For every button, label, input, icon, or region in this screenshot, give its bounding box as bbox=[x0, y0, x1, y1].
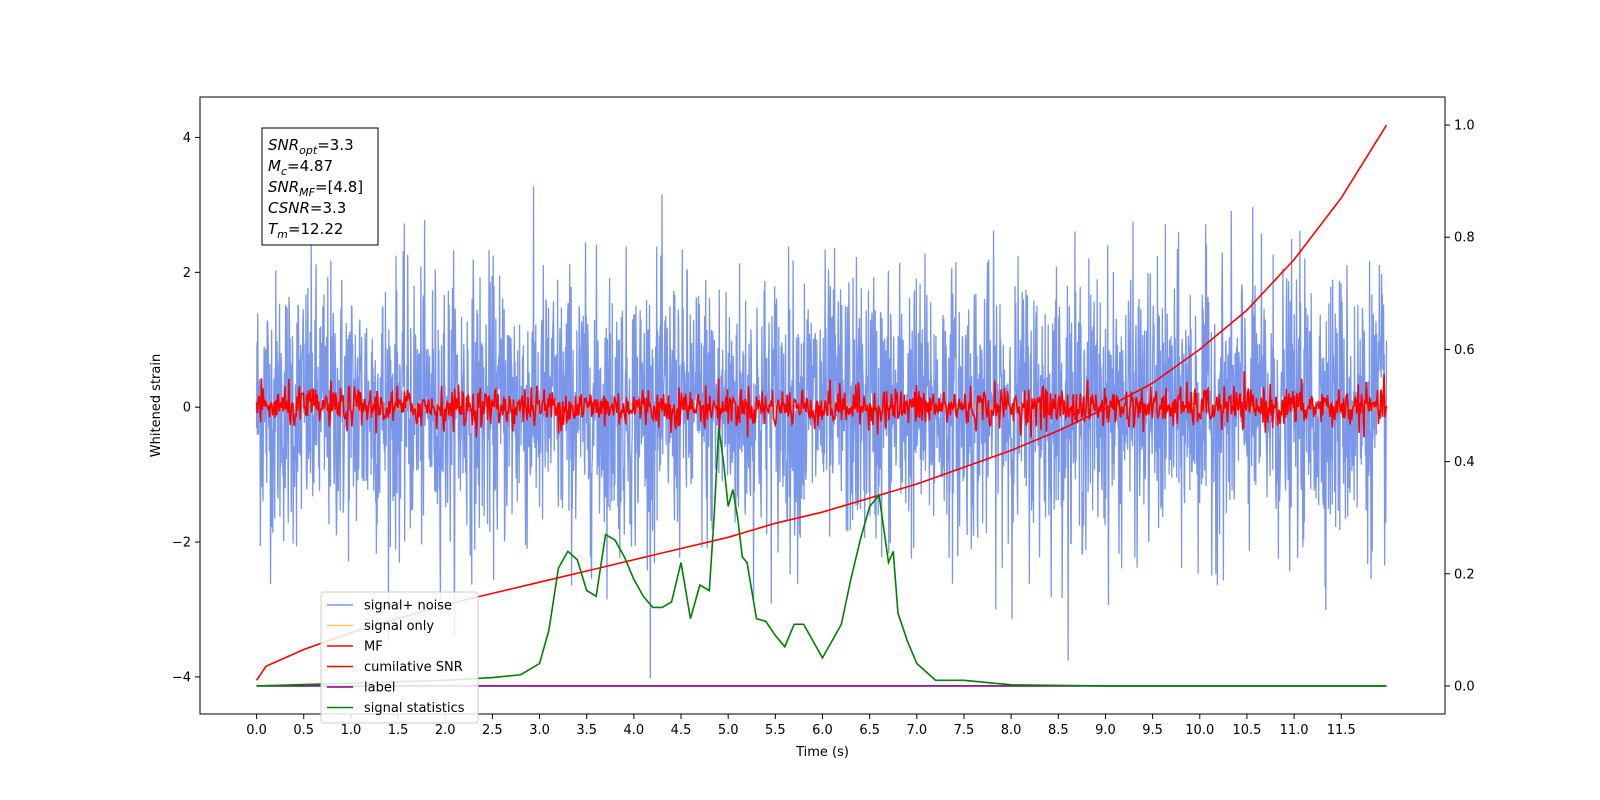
annotation-subscript: opt bbox=[299, 144, 318, 157]
x-tick-label: 10.5 bbox=[1232, 723, 1261, 738]
x-tick-label: 9.0 bbox=[1095, 723, 1116, 738]
annotation-line: CSNR=3.3 bbox=[268, 199, 346, 217]
annotation-subscript: c bbox=[281, 165, 287, 178]
x-tick-label: 6.0 bbox=[812, 723, 833, 738]
annotation-symbol: SNR bbox=[268, 178, 299, 196]
legend: signal+ noise signal only MF cumilative SNR… bbox=[320, 591, 479, 724]
y2-tick-label: 0.0 bbox=[1454, 679, 1475, 694]
y2-tick-label: 0.2 bbox=[1454, 567, 1475, 582]
x-tick-label: 4.0 bbox=[624, 723, 645, 738]
series-line-5 bbox=[256, 427, 1387, 687]
x-tick-label: 0.0 bbox=[246, 723, 267, 738]
annotation-symbol: CSNR bbox=[268, 199, 310, 217]
y2-tick-label: 0.8 bbox=[1454, 231, 1475, 246]
annotation-value: =3.3 bbox=[310, 199, 346, 217]
x-tick-label: 2.0 bbox=[435, 723, 456, 738]
legend-entry: cumilative SNR bbox=[364, 660, 463, 675]
annotation-value: =12.22 bbox=[288, 220, 344, 238]
y2-tick-label: 1.0 bbox=[1454, 119, 1475, 134]
x-tick-label: 6.5 bbox=[859, 723, 880, 738]
annotation-subscript: m bbox=[277, 228, 288, 241]
series-line-2 bbox=[255, 371, 1388, 438]
x-tick-label: 5.5 bbox=[765, 723, 786, 738]
y-tick-label: 2 bbox=[183, 266, 191, 281]
annotation-symbol: SNR bbox=[268, 136, 299, 154]
x-tick-label: 5.0 bbox=[718, 723, 739, 738]
y2-tick-label: 0.6 bbox=[1454, 343, 1475, 358]
legend-entry: signal statistics bbox=[364, 701, 465, 716]
y-tick-label: 0 bbox=[183, 401, 191, 416]
legend-entry: MF bbox=[364, 640, 383, 655]
annotation-line: SNRMF=[4.8] bbox=[268, 178, 363, 199]
legend-entry: signal only bbox=[364, 619, 434, 634]
y2-tick-label: 0.4 bbox=[1454, 455, 1475, 470]
x-tick-label: 1.0 bbox=[341, 723, 362, 738]
x-tick-label: 2.5 bbox=[482, 723, 503, 738]
x-tick-label: 4.5 bbox=[671, 723, 692, 738]
x-axis: 0.0 0.5 1.0 1.5 2.0 2.5 3.0 3.5 4.0 4.5 5.0 5.5 6.0 6… bbox=[246, 714, 1356, 738]
x-tick-label: 0.5 bbox=[293, 723, 314, 738]
annotation-value: =3.3 bbox=[317, 136, 353, 154]
annotation-line: Tm=12.22 bbox=[268, 220, 343, 241]
legend-frame bbox=[320, 591, 479, 724]
x-tick-label: 8.5 bbox=[1048, 723, 1069, 738]
x-tick-label: 3.5 bbox=[576, 723, 597, 738]
annotation-box: SNRopt=3.3Mc=4.87SNRMF=[4.8]CSNR=3.3Tm=1… bbox=[261, 127, 379, 246]
y-tick-label: −2 bbox=[172, 536, 191, 551]
annotation-symbol: T bbox=[268, 220, 279, 238]
y-axis-label: Whitened strain bbox=[149, 354, 164, 457]
y-tick-label: 4 bbox=[183, 131, 191, 146]
series-line-0 bbox=[255, 186, 1388, 679]
x-tick-label: 1.5 bbox=[388, 723, 409, 738]
x-axis-label: Time (s) bbox=[795, 745, 849, 760]
legend-entry: label bbox=[364, 681, 395, 696]
legend-entry: signal+ noise bbox=[364, 599, 452, 614]
x-tick-label: 8.0 bbox=[1001, 723, 1022, 738]
x-tick-label: 7.0 bbox=[906, 723, 927, 738]
annotation-value: =[4.8] bbox=[315, 178, 363, 196]
x-tick-label: 11.0 bbox=[1280, 723, 1309, 738]
y-axis: −4 −2 0 2 4 bbox=[172, 131, 200, 685]
x-tick-label: 3.0 bbox=[529, 723, 550, 738]
annotation-value: =4.87 bbox=[287, 157, 333, 175]
x-tick-label: 11.5 bbox=[1327, 723, 1356, 738]
annotation-subscript: MF bbox=[299, 186, 315, 199]
y2-axis: 0.0 0.2 0.4 0.6 0.8 1.0 bbox=[1445, 119, 1475, 694]
x-tick-label: 10.0 bbox=[1185, 723, 1214, 738]
annotation-line: Mc=4.87 bbox=[268, 157, 333, 178]
annotation-symbol: M bbox=[268, 157, 281, 175]
annotation-line: SNRopt=3.3 bbox=[268, 136, 354, 157]
y-tick-label: −4 bbox=[172, 670, 191, 685]
annotation-frame bbox=[261, 127, 379, 246]
x-tick-label: 7.5 bbox=[954, 723, 975, 738]
x-tick-label: 9.5 bbox=[1142, 723, 1163, 738]
